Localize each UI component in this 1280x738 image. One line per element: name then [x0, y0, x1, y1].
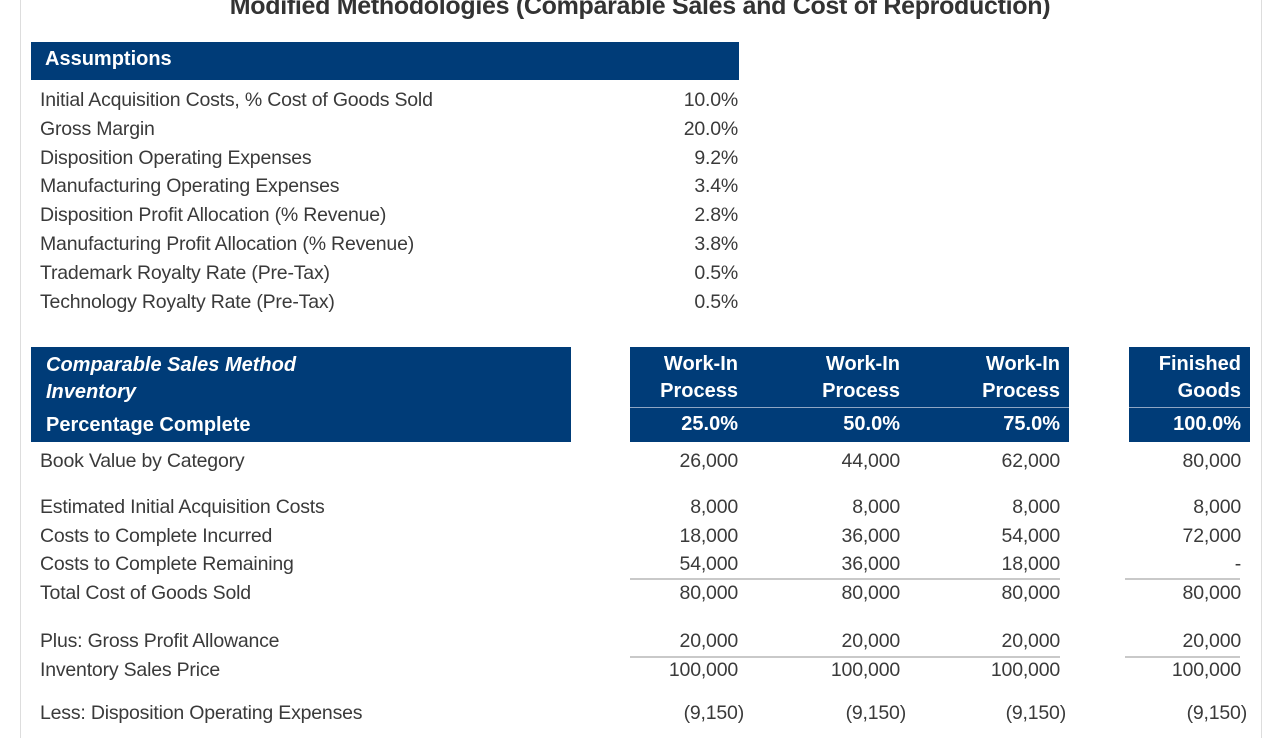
wip-columns-header [630, 347, 1069, 442]
subtotal-rule [1125, 578, 1240, 580]
cell-value: 100,000 [1171, 659, 1241, 681]
cell-value: (9,150) [1005, 702, 1067, 724]
assumption-value: 10.0% [683, 89, 738, 111]
row-label: Costs to Complete Remaining [40, 553, 294, 575]
cell-value: 100,000 [990, 659, 1060, 681]
row-label: Plus: Gross Profit Allowance [40, 630, 280, 652]
subtotal-rule [1125, 656, 1240, 658]
row-label: Estimated Initial Acquisition Costs [40, 496, 325, 518]
column-percentage: 100.0% [1173, 413, 1241, 435]
cell-value: 8,000 [1012, 496, 1060, 518]
subtotal-rule [630, 578, 1060, 580]
cell-value: 8,000 [690, 496, 738, 518]
cell-value: 18,000 [1001, 553, 1061, 575]
assumption-label: Disposition Profit Allocation (% Revenue… [40, 204, 387, 227]
cell-value: 80,000 [1001, 582, 1061, 604]
cell-value: 18,000 [679, 525, 739, 547]
subtotal-rule [630, 656, 1060, 658]
header-divider [630, 407, 1069, 408]
cell-value: 8,000 [1193, 496, 1241, 518]
assumption-label: Technology Royalty Rate (Pre-Tax) [40, 290, 335, 313]
assumptions-header: Assumptions [31, 42, 739, 80]
cell-value: 36,000 [841, 553, 901, 575]
column-header-line2: Goods [1177, 380, 1241, 402]
cell-value: 80,000 [679, 582, 739, 604]
column-percentage: 50.0% [843, 413, 900, 435]
cell-value: 72,000 [1182, 525, 1242, 547]
column-header-line2: Process [982, 380, 1060, 402]
cell-value: 8,000 [852, 496, 900, 518]
row-label: Total Cost of Goods Sold [40, 582, 251, 604]
row-label: Costs to Complete Incurred [40, 525, 273, 547]
header-divider [1129, 407, 1250, 408]
comparable-title: Comparable Sales Method [46, 354, 297, 376]
assumption-value: 3.8% [694, 233, 738, 255]
cell-value: 80,000 [841, 582, 901, 604]
cell-value: 20,000 [841, 630, 901, 652]
cell-value: (9,150) [683, 702, 745, 724]
column-header-line2: Process [660, 380, 738, 402]
comparable-subtitle: Inventory [46, 381, 137, 403]
assumption-label: Manufacturing Profit Allocation (% Reven… [40, 233, 415, 255]
row-label: Book Value by Category [40, 450, 245, 472]
cell-value: 100,000 [830, 659, 900, 681]
cell-value: 26,000 [679, 450, 739, 472]
cell-value: 62,000 [1001, 450, 1061, 472]
cell-value: (9,150) [845, 702, 907, 724]
assumption-value: 0.5% [694, 261, 738, 284]
cell-value: 80,000 [1182, 582, 1242, 604]
assumption-value: 0.5% [694, 290, 738, 313]
comparable-header: Comparable Sales Method Inventory Percen… [31, 347, 571, 442]
cell-value: 54,000 [1001, 525, 1061, 547]
assumption-value: 3.4% [694, 175, 738, 198]
cell-value: 20,000 [679, 630, 739, 652]
cell-value: 80,000 [1182, 450, 1242, 472]
assumption-label: Manufacturing Operating Expenses [40, 175, 340, 198]
assumption-value: 2.8% [694, 204, 738, 227]
cell-value: 54,000 [679, 553, 739, 575]
percentage-complete-label: Percentage Complete [46, 414, 251, 436]
cell-value: (9,150) [1186, 702, 1248, 724]
assumption-label: Disposition Operating Expenses [40, 146, 312, 169]
row-label: Less: Disposition Operating Expenses [40, 702, 363, 724]
column-header-line1: Work-In [663, 353, 738, 375]
column-header-line2: Process [822, 380, 900, 402]
assumptions-header-label: Assumptions [45, 48, 172, 70]
assumption-value: 20.0% [683, 117, 738, 140]
assumption-label: Gross Margin [40, 117, 155, 140]
page-frame [20, 0, 1262, 738]
column-percentage: 75.0% [1003, 413, 1060, 435]
column-header-line1: Work-In [985, 353, 1060, 375]
cell-value: 36,000 [841, 525, 901, 547]
finished-goods-header [1129, 347, 1250, 442]
row-label: Inventory Sales Price [40, 659, 221, 681]
column-percentage: 25.0% [681, 413, 738, 435]
assumption-value: 9.2% [694, 146, 738, 169]
cell-value: - [1234, 553, 1241, 575]
assumption-label: Initial Acquisition Costs, % Cost of Goo… [40, 89, 433, 111]
column-header-line1: Work-In [825, 353, 900, 375]
cell-value: 20,000 [1182, 630, 1242, 652]
cell-value: 20,000 [1001, 630, 1061, 652]
page-title: Modified Methodologies (Comparable Sales… [229, 0, 1051, 20]
assumption-label: Trademark Royalty Rate (Pre-Tax) [40, 261, 330, 284]
cell-value: 44,000 [841, 450, 901, 472]
column-header-line1: Finished [1158, 353, 1241, 375]
cell-value: 100,000 [668, 659, 738, 681]
